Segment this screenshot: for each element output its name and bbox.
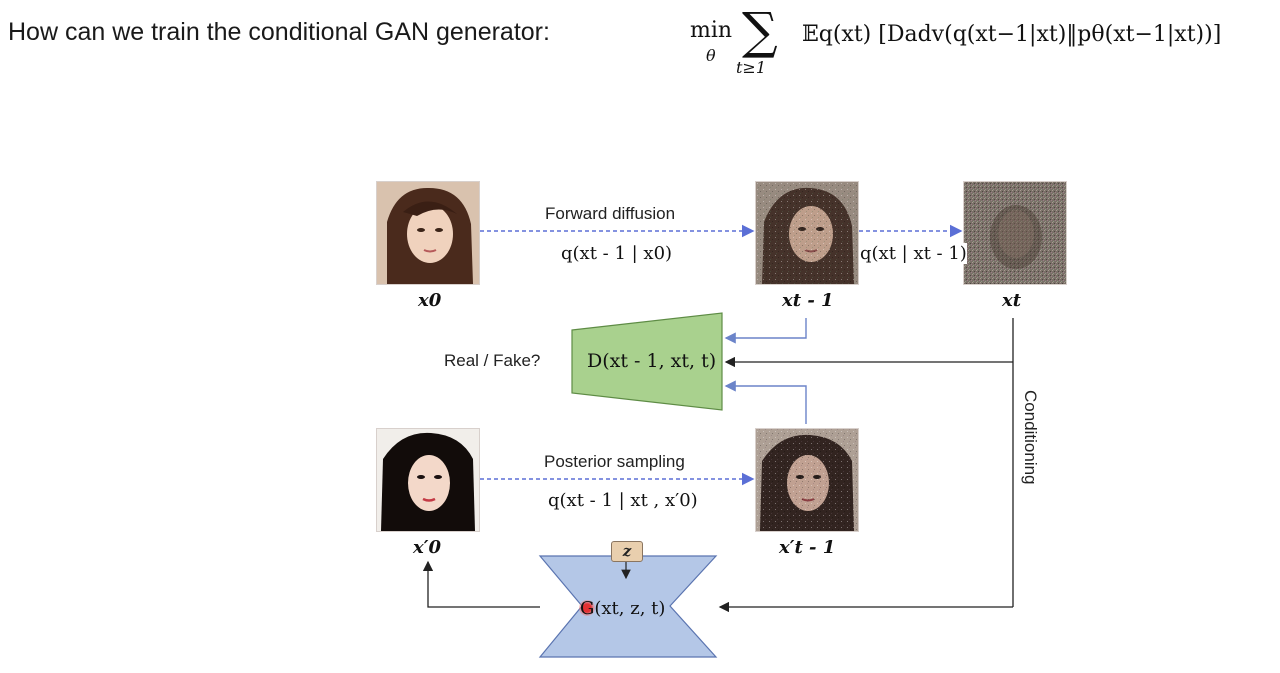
eq-body: 𝔼q(xt) [Dadv(q(xt−1|xt)‖pθ(xt−1|xt))] [802, 22, 1222, 47]
forward-diffusion-formula: q(xt - 1 | x0) [561, 243, 673, 264]
label-x0-prime: x′0 [413, 537, 442, 558]
eq-min-subscript: θ [706, 46, 716, 65]
posterior-sampling-title: Posterior sampling [544, 452, 685, 471]
eq-min: min [690, 18, 733, 43]
discriminator-formula: D(xt - 1, xt, t) [587, 350, 717, 372]
eq-sum-subscript: t≥1 [736, 58, 767, 77]
label-xt: xt [1002, 290, 1022, 311]
generator-output-arrow [422, 560, 540, 608]
noise-z-box: z [611, 541, 643, 562]
label-xt-minus-1-prime: x′t - 1 [779, 537, 836, 558]
image-x0-prime [376, 428, 480, 532]
image-xt [963, 181, 1067, 285]
pointer-highlight [579, 600, 595, 616]
objective-equation: min θ ∑ t≥1 𝔼q(xt) [Dadv(q(xt−1|xt)‖pθ(x… [690, 2, 1270, 88]
question-text: How can we train the conditional GAN gen… [8, 18, 550, 46]
image-x0 [376, 181, 480, 285]
forward-diffusion-title: Forward diffusion [545, 204, 676, 223]
conditioning-label: Conditioning [1021, 390, 1040, 485]
real-sample-arrow [724, 318, 807, 344]
step-formula: q(xt | xt - 1) [860, 243, 967, 264]
posterior-sampling-formula: q(xt - 1 | xt , x′0) [548, 490, 698, 511]
label-x0: x0 [418, 290, 442, 311]
image-xt-minus-1-prime [755, 428, 859, 532]
eq-sum-symbol: ∑ [742, 2, 778, 60]
real-fake-label: Real / Fake? [444, 351, 541, 370]
label-xt-minus-1: xt - 1 [782, 290, 834, 311]
generator-formula: G(xt, z, t) [580, 598, 666, 619]
image-xt-minus-1 [755, 181, 859, 285]
fake-sample-arrow [724, 380, 807, 424]
